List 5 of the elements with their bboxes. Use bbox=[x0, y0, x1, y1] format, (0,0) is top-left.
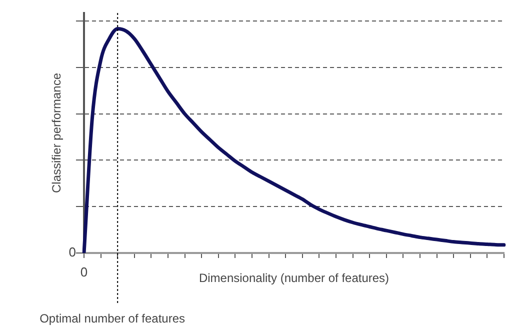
text: Optimal number of features bbox=[40, 311, 186, 326]
y-axis-title: Classifier performance bbox=[50, 72, 64, 194]
x-axis-title: Dimensionality (number of features) bbox=[198, 271, 390, 286]
text: 0 bbox=[68, 244, 76, 260]
text: 0 bbox=[80, 264, 88, 280]
